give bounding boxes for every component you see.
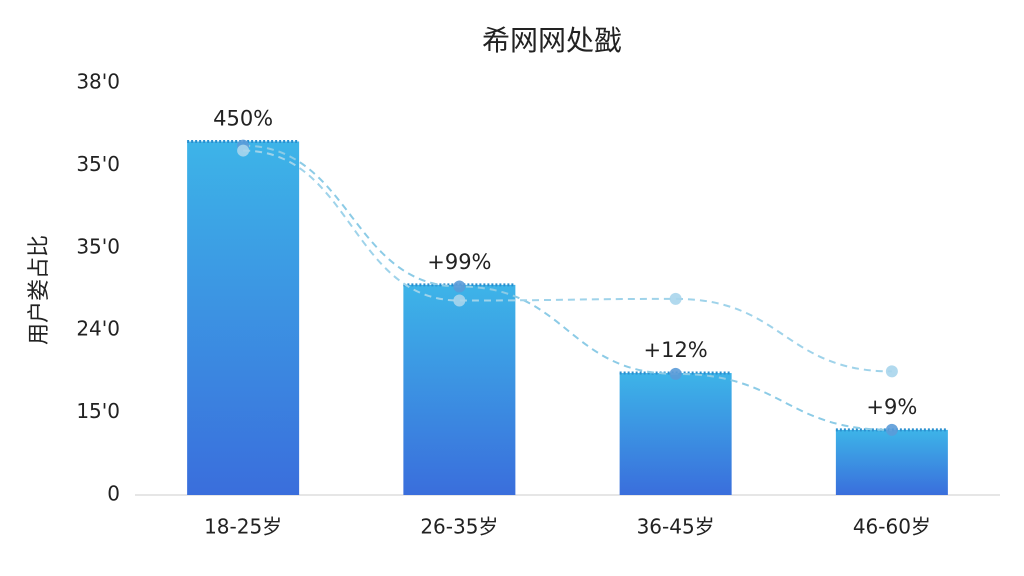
y-tick-label: 38'0 — [76, 70, 120, 94]
y-tick-label: 35'0 — [76, 234, 120, 258]
annotation: +99% — [427, 250, 491, 274]
y-tick-label: 35'0 — [76, 152, 120, 176]
trend-point — [885, 423, 898, 436]
bar — [403, 284, 516, 495]
trend-line — [243, 149, 892, 373]
trend-point — [669, 367, 682, 380]
trend-point — [453, 280, 466, 293]
y-axis-label: 用户娄占比 — [27, 235, 52, 345]
bar — [619, 373, 732, 495]
bar — [835, 429, 948, 495]
trend-point — [669, 292, 682, 305]
y-tick-label: 24'0 — [76, 317, 120, 341]
trend-point — [885, 365, 898, 378]
x-tick-label: 18-25岁 — [204, 515, 282, 539]
trend-point — [237, 144, 250, 157]
chart-title: 希网网处戤 — [482, 24, 622, 57]
bar — [187, 141, 300, 495]
annotation: +9% — [866, 395, 917, 419]
y-tick-label: 15'0 — [76, 399, 120, 423]
x-tick-label: 36-45岁 — [637, 515, 715, 539]
trend-point — [453, 294, 466, 307]
x-tick-label: 26-35岁 — [420, 515, 498, 539]
x-tick-label: 46-60岁 — [853, 515, 931, 539]
trend-line — [243, 144, 892, 431]
annotation: 450% — [213, 107, 273, 131]
y-tick-label: 0 — [107, 482, 120, 506]
annotation: +12% — [643, 338, 707, 362]
